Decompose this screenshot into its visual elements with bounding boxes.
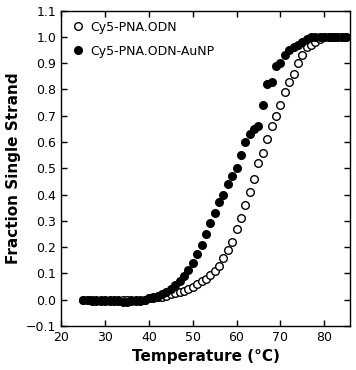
Cy5-PNA.ODN bbox=[173, 291, 177, 295]
Cy5-PNA.ODN bbox=[239, 216, 243, 221]
Cy5-PNA.ODN-AuNP bbox=[243, 140, 247, 144]
Cy5-PNA.ODN bbox=[322, 35, 326, 39]
Cy5-PNA.ODN-AuNP bbox=[178, 279, 182, 283]
Line: Cy5-PNA.ODN-AuNP: Cy5-PNA.ODN-AuNP bbox=[79, 33, 350, 306]
Cy5-PNA.ODN bbox=[81, 297, 85, 302]
Line: Cy5-PNA.ODN: Cy5-PNA.ODN bbox=[79, 33, 350, 303]
Cy5-PNA.ODN-AuNP bbox=[121, 300, 125, 305]
Cy5-PNA.ODN bbox=[309, 43, 313, 47]
Cy5-PNA.ODN-AuNP bbox=[344, 35, 348, 39]
Cy5-PNA.ODN bbox=[344, 35, 348, 39]
Cy5-PNA.ODN-AuNP bbox=[226, 182, 230, 186]
Cy5-PNA.ODN-AuNP bbox=[138, 298, 142, 303]
Cy5-PNA.ODN-AuNP bbox=[318, 35, 322, 39]
Cy5-PNA.ODN bbox=[142, 297, 147, 302]
Cy5-PNA.ODN bbox=[134, 297, 138, 302]
Cy5-PNA.ODN-AuNP bbox=[309, 35, 313, 39]
Legend: Cy5-PNA.ODN, Cy5-PNA.ODN-AuNP: Cy5-PNA.ODN, Cy5-PNA.ODN-AuNP bbox=[68, 17, 218, 61]
Y-axis label: Fraction Single Strand: Fraction Single Strand bbox=[6, 73, 21, 264]
Cy5-PNA.ODN bbox=[221, 255, 226, 260]
Cy5-PNA.ODN-AuNP bbox=[147, 296, 151, 301]
Cy5-PNA.ODN-AuNP bbox=[81, 297, 85, 302]
X-axis label: Temperature (°C): Temperature (°C) bbox=[132, 349, 280, 364]
